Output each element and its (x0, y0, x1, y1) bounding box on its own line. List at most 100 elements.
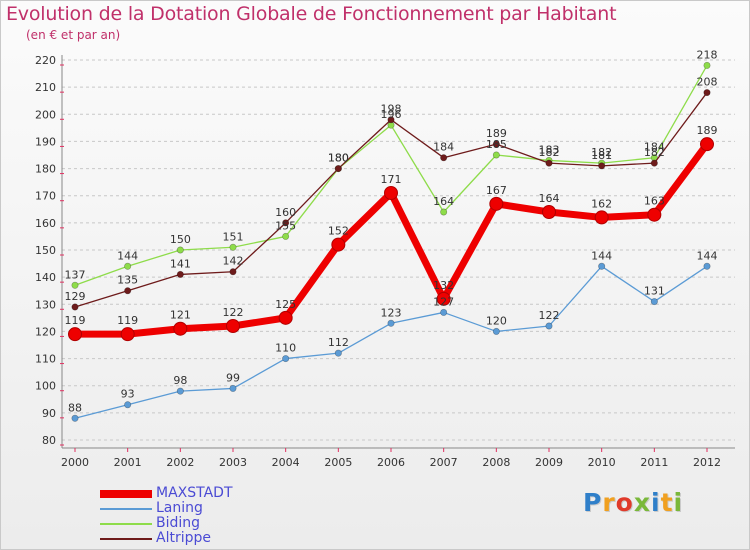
data-label-laning: 123 (381, 306, 402, 319)
data-label-altrippe: 141 (170, 257, 191, 270)
x-tick-label: 2010 (588, 456, 616, 469)
data-label-altrippe: 160 (275, 206, 296, 219)
data-label-maxstadt: 162 (591, 197, 612, 210)
data-label-altrippe: 189 (486, 127, 507, 140)
y-tick-label: 150 (35, 244, 56, 257)
point-maxstadt (647, 207, 662, 222)
point-altrippe (334, 165, 342, 173)
data-label-altrippe: 182 (539, 146, 560, 159)
point-biding (71, 281, 79, 289)
point-maxstadt (700, 137, 714, 152)
x-tick-label: 2000 (61, 456, 89, 469)
chart-subtitle: (en € et par an) (26, 28, 121, 42)
x-tick-label: 2005 (324, 456, 352, 469)
data-label-maxstadt: 121 (170, 309, 191, 322)
data-label-maxstadt: 189 (697, 124, 718, 137)
data-label-biding: 182 (591, 146, 612, 159)
point-laning (492, 327, 500, 335)
point-maxstadt (278, 310, 293, 325)
series-line-laning (74, 265, 708, 419)
data-label-maxstadt: 163 (644, 195, 665, 208)
point-maxstadt (331, 237, 346, 252)
y-tick-label: 140 (35, 271, 56, 284)
legend-label-maxstadt: MAXSTADT (156, 485, 233, 501)
point-biding (124, 262, 132, 270)
legend-label-altrippe: Altrippe (156, 530, 211, 546)
point-maxstadt (436, 291, 451, 306)
data-label-maxstadt: 125 (275, 298, 296, 311)
data-label-maxstadt: 171 (381, 173, 402, 186)
legend-swatch-maxstadt (100, 490, 152, 498)
data-label-altrippe: 181 (591, 149, 612, 162)
point-laning (282, 355, 290, 363)
point-biding (282, 232, 290, 240)
logo-letter: i (651, 488, 661, 517)
data-label-maxstadt: 119 (117, 314, 138, 327)
y-tick-label: 80 (42, 434, 56, 447)
y-axis-ticks: 80 90 100 110 120 130 140 150 160 170 180 190 200 210… (35, 54, 64, 447)
point-altrippe (545, 159, 553, 167)
data-label-laning: 127 (433, 295, 454, 308)
data-label-laning: 131 (644, 285, 665, 298)
point-laning (703, 262, 711, 270)
logo-letter: i (673, 488, 684, 517)
y-tick-label: 110 (35, 353, 56, 366)
data-label-maxstadt: 119 (65, 314, 86, 327)
axes (61, 55, 735, 449)
series-laning (71, 262, 711, 422)
logo-letter: r (602, 488, 616, 517)
point-laning (124, 401, 132, 409)
data-label-biding: 137 (65, 268, 86, 281)
data-label-maxstadt: 164 (539, 192, 560, 205)
x-tick-label: 2008 (482, 456, 510, 469)
legend-swatch-biding (100, 523, 152, 525)
point-laning (334, 349, 342, 357)
point-altrippe (387, 116, 395, 124)
point-maxstadt (594, 210, 609, 225)
x-axis-ticks: 2000 2001 2002 2003 2004 2005 2006 2007 2008 2009… (61, 448, 721, 469)
point-laning (176, 387, 184, 395)
data-label-altrippe: 182 (644, 146, 665, 159)
point-maxstadt (120, 327, 135, 342)
x-tick-label: 2007 (430, 456, 458, 469)
x-tick-label: 2006 (377, 456, 405, 469)
data-label-laning: 122 (539, 309, 560, 322)
point-biding (440, 208, 448, 216)
x-tick-label: 2001 (114, 456, 142, 469)
data-label-maxstadt: 122 (223, 306, 244, 319)
data-label-altrippe: 208 (697, 76, 718, 89)
point-altrippe (176, 270, 184, 278)
data-label-biding: 196 (381, 108, 402, 121)
legend-swatch-altrippe (100, 538, 152, 540)
y-tick-label: 180 (35, 163, 56, 176)
data-label-altrippe: 135 (117, 274, 138, 287)
point-maxstadt (173, 321, 188, 336)
data-label-laning: 144 (697, 249, 718, 262)
data-label-altrippe: 142 (223, 255, 244, 268)
logo-letter: P (583, 488, 603, 517)
data-label-altrippe: 180 (328, 152, 349, 165)
logo-letter: x (633, 488, 651, 517)
point-maxstadt (542, 205, 556, 219)
point-laning (229, 384, 237, 392)
point-maxstadt (226, 319, 240, 333)
data-label-laning: 110 (275, 342, 296, 355)
point-maxstadt (68, 327, 82, 342)
data-label-biding: 185 (486, 138, 507, 151)
point-maxstadt (384, 186, 398, 200)
data-label-biding: 183 (539, 143, 560, 156)
legend-swatch-laning (100, 508, 152, 510)
point-altrippe (71, 303, 79, 311)
point-altrippe (124, 287, 132, 295)
series-maxstadt (68, 137, 714, 342)
logo-letter: t (660, 488, 674, 517)
point-altrippe (703, 89, 711, 97)
x-tick-label: 2009 (535, 456, 563, 469)
point-laning (71, 414, 79, 422)
legend-label-biding: Biding (156, 515, 201, 531)
data-label-altrippe: 198 (381, 103, 402, 116)
point-laning (598, 262, 606, 270)
point-biding (229, 243, 237, 251)
